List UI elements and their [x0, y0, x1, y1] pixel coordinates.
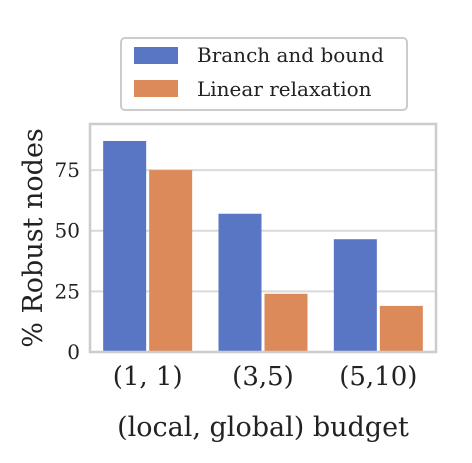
legend-swatch-series-1	[134, 80, 178, 97]
y-tick-label: 25	[55, 279, 80, 303]
bars	[103, 140, 423, 352]
legend: Branch and bound Linear relaxation	[120, 37, 408, 111]
legend-frame	[120, 37, 408, 111]
x-axis-ticks: (1, 1) (3,5) (5,10)	[113, 362, 418, 392]
bar-series-0-1	[218, 213, 262, 352]
x-axis-label: (local, global) budget	[117, 412, 409, 443]
bar-series-1-1	[264, 293, 308, 352]
x-tick-label: (3,5)	[232, 362, 294, 392]
bar-series-0-0	[103, 140, 147, 352]
y-tick-label: 50	[55, 219, 80, 243]
x-tick-label: (1, 1)	[113, 362, 183, 392]
gridlines	[90, 169, 436, 293]
legend-label-series-1: Linear relaxation	[197, 77, 372, 101]
legend-swatch-series-0	[134, 47, 178, 64]
plot-area	[88, 122, 438, 354]
y-tick-label: 0	[67, 340, 80, 364]
x-tick-label: (5,10)	[339, 362, 417, 392]
plot-frame	[88, 122, 438, 354]
y-axis-label: % Robust nodes	[18, 128, 49, 348]
bar-series-1-2	[379, 305, 423, 352]
y-axis-ticks: 0 25 50 75	[55, 158, 80, 364]
plot-background	[90, 124, 436, 352]
legend-label-series-0: Branch and bound	[197, 43, 384, 67]
y-tick-label: 75	[55, 158, 80, 182]
bar-series-1-0	[149, 170, 193, 352]
bar-series-0-2	[333, 239, 377, 352]
